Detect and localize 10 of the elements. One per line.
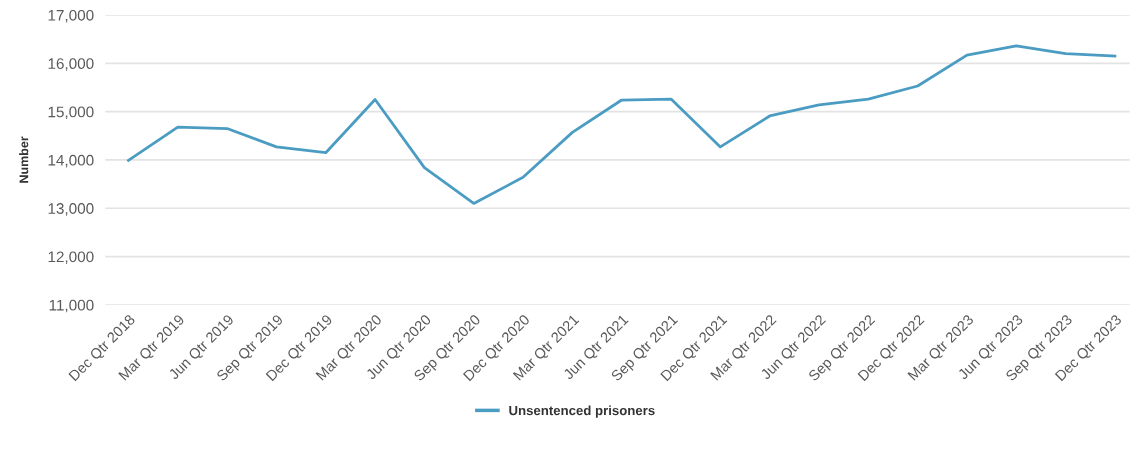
y-tick-label: 15,000 xyxy=(48,106,94,120)
y-tick-label: 16,000 xyxy=(48,58,94,71)
line-series xyxy=(127,44,1117,205)
y-tick-label: 11,000 xyxy=(49,299,94,313)
y-tick-label: 14,000 xyxy=(48,154,94,168)
y-axis-title: Number xyxy=(19,136,29,183)
y-tick-label: 12,000 xyxy=(48,251,94,265)
legend-label: Unsentenced prisoners xyxy=(509,405,655,418)
y-tick-label: 17,000 xyxy=(48,9,94,23)
y-tick-label: 13,000 xyxy=(48,203,94,216)
